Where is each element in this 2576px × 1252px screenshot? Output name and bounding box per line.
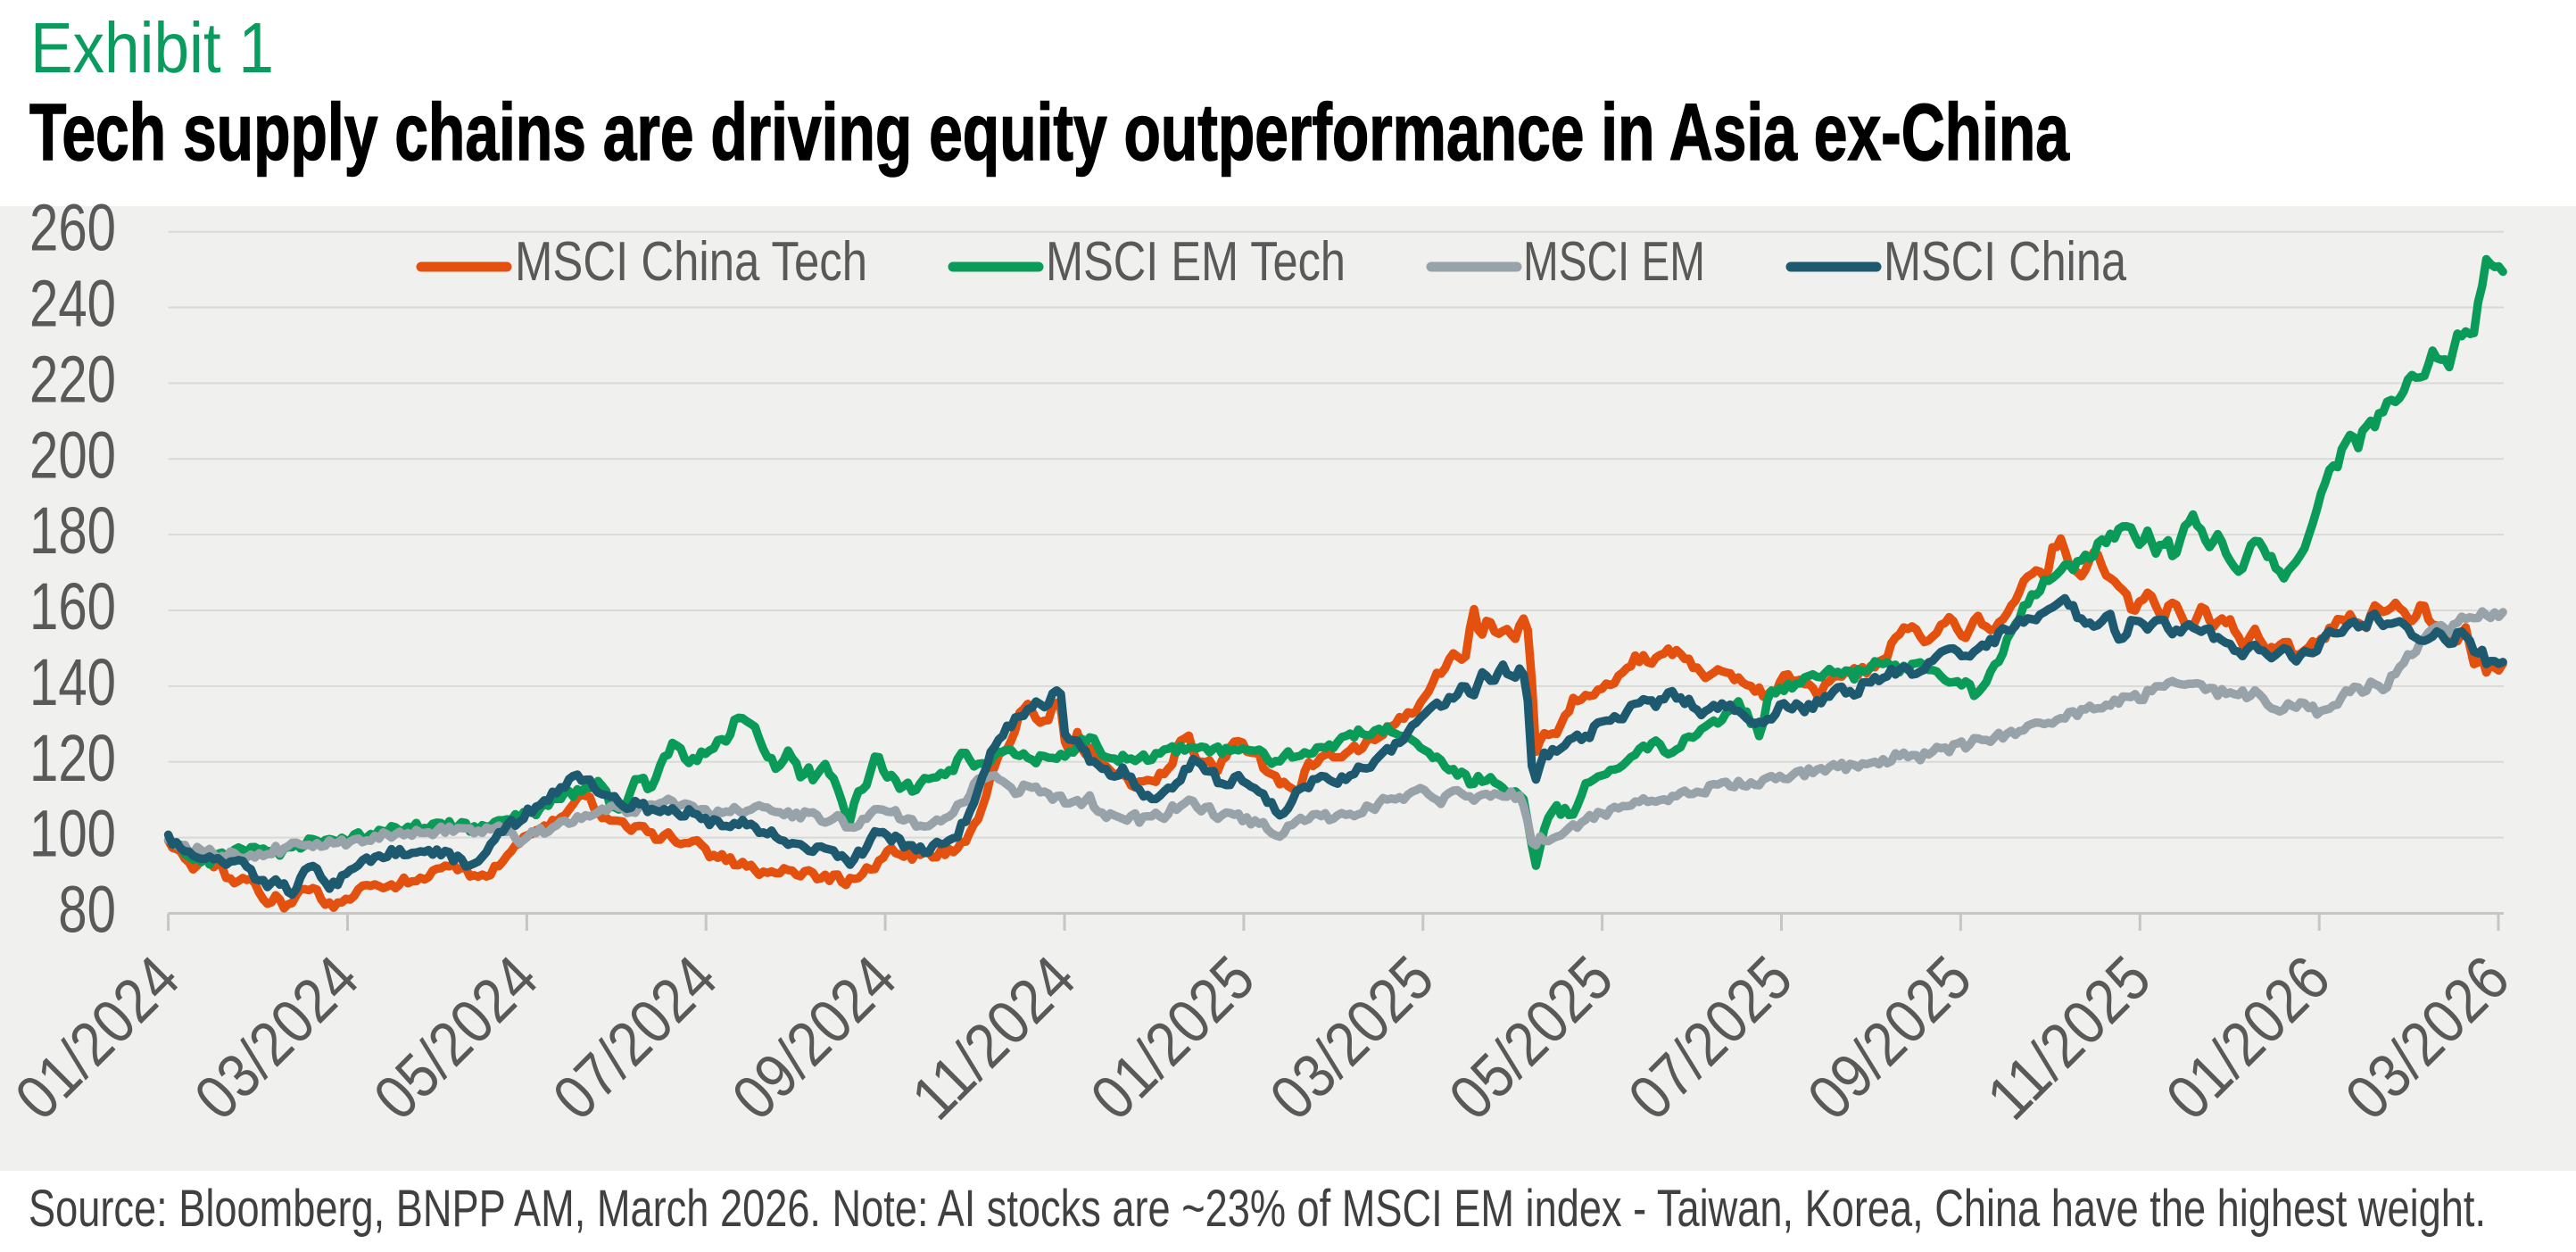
svg-text:120: 120 bbox=[29, 721, 116, 795]
svg-text:240: 240 bbox=[29, 267, 116, 341]
svg-text:MSCI China: MSCI China bbox=[1884, 231, 2126, 293]
svg-text:180: 180 bbox=[29, 493, 116, 568]
svg-text:Exhibit 1: Exhibit 1 bbox=[30, 8, 274, 87]
svg-text:MSCI EM: MSCI EM bbox=[1523, 231, 1705, 293]
svg-text:80: 80 bbox=[58, 873, 116, 947]
svg-text:220: 220 bbox=[29, 342, 116, 416]
svg-text:Source: Bloomberg, BNPP AM, Ma: Source: Bloomberg, BNPP AM, March 2026. … bbox=[29, 1180, 2486, 1238]
svg-text:MSCI EM Tech: MSCI EM Tech bbox=[1046, 231, 1346, 293]
svg-text:260: 260 bbox=[29, 191, 116, 265]
svg-text:140: 140 bbox=[29, 645, 116, 719]
svg-text:MSCI China Tech: MSCI China Tech bbox=[515, 231, 867, 293]
svg-text:160: 160 bbox=[29, 569, 116, 643]
svg-text:100: 100 bbox=[29, 797, 116, 871]
svg-text:200: 200 bbox=[29, 418, 116, 492]
svg-text:Tech supply chains are driving: Tech supply chains are driving equity ou… bbox=[29, 88, 2070, 178]
